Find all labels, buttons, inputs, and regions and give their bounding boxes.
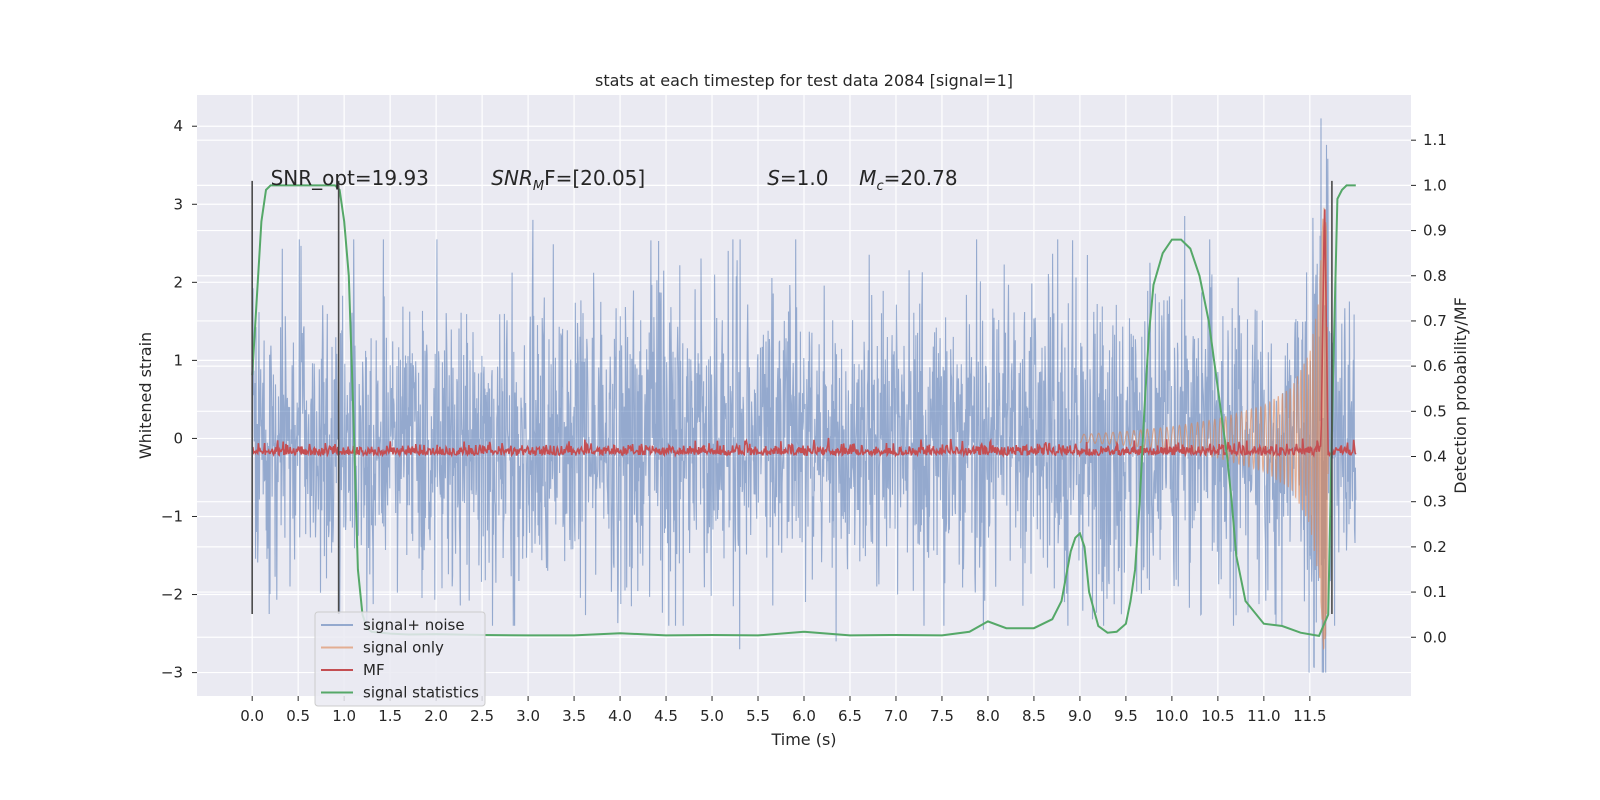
- y-right-tick-label: 0.4: [1423, 448, 1447, 466]
- annotations: SNR_opt=19.93 SNRMF=[20.05] S=1.0 Mc=20.78: [271, 166, 958, 194]
- series-layer: [251, 118, 1357, 673]
- annotation-main: S: [767, 166, 780, 190]
- x-tick-label: 11.5: [1293, 707, 1326, 725]
- x-tick-label: 8.5: [1022, 707, 1046, 725]
- x-tick-label: 6.0: [792, 707, 816, 725]
- annotation-rest: =1.0: [780, 166, 829, 190]
- x-tick-label: 3.0: [516, 707, 540, 725]
- x-tick-label: 10.0: [1155, 707, 1188, 725]
- annotation-main: SNR: [491, 166, 533, 190]
- y-tick-label: −3: [161, 664, 183, 682]
- annotation-text: SNR_opt=19.93: [271, 166, 429, 190]
- y-axis-right-ticks: 1.1 1.0 0.9 0.8 0.7 0.6 0.5 0.4 0.3 0.2 0.1 0.0: [1411, 131, 1447, 646]
- y-right-tick-label: 0.7: [1423, 312, 1447, 330]
- y-right-tick-label: 0.2: [1423, 538, 1447, 556]
- y-tick-label: 2: [173, 273, 183, 291]
- y-axis-right-label: Detection probability/MF: [1451, 297, 1470, 494]
- x-tick-label: 3.5: [562, 707, 586, 725]
- y-axis-ticks: 4 3 2 1 0 −1 −2 −3: [161, 117, 197, 682]
- x-tick-label: 1.5: [378, 707, 402, 725]
- legend-label: signal statistics: [363, 684, 479, 702]
- legend-label: signal only: [363, 639, 444, 657]
- x-tick-label: 10.5: [1201, 707, 1234, 725]
- y-axis-label: Whitened strain: [136, 332, 155, 459]
- x-tick-label: 1.0: [332, 707, 356, 725]
- x-tick-label: 4.5: [654, 707, 678, 725]
- annotation-text: S=1.0: [767, 166, 828, 190]
- x-tick-label: 0.0: [240, 707, 264, 725]
- annotation-rest: F=[20.05]: [544, 166, 645, 190]
- annotation-subscript: M: [533, 179, 544, 194]
- annotation-subscript: c: [876, 179, 883, 194]
- x-tick-label: 6.5: [838, 707, 862, 725]
- y-right-tick-label: 0.0: [1423, 628, 1447, 646]
- legend-label: MF: [363, 661, 385, 679]
- chart-title: stats at each timestep for test data 208…: [595, 71, 1013, 90]
- legend-label: signal+ noise: [363, 616, 465, 634]
- x-tick-label: 4.0: [608, 707, 632, 725]
- y-right-tick-label: 0.5: [1423, 402, 1447, 420]
- y-right-tick-label: 1.0: [1423, 176, 1447, 194]
- x-tick-label: 9.5: [1114, 707, 1138, 725]
- series-signal-plus-noise: [251, 118, 1357, 673]
- x-tick-label: 7.0: [884, 707, 908, 725]
- x-tick-label: 5.5: [746, 707, 770, 725]
- x-axis-ticks: 0.0 0.5 1.0 1.5 2.0 2.5 3.0 3.5 4.0 4.5 5.0 5.5 6.0 6…: [240, 696, 1327, 725]
- x-tick-label: 5.0: [700, 707, 724, 725]
- annotation-main: M: [859, 166, 876, 190]
- y-right-tick-label: 0.6: [1423, 357, 1447, 375]
- x-tick-label: 11.0: [1247, 707, 1280, 725]
- y-tick-label: −1: [161, 507, 183, 525]
- annotation-rest: =20.78: [884, 166, 958, 190]
- x-tick-label: 9.0: [1068, 707, 1092, 725]
- annotation-text: Mc=20.78: [859, 166, 957, 194]
- y-tick-label: −2: [161, 586, 183, 604]
- y-right-tick-label: 0.8: [1423, 267, 1447, 285]
- x-tick-label: 8.0: [976, 707, 1000, 725]
- y-right-tick-label: 0.1: [1423, 583, 1447, 601]
- y-tick-label: 1: [173, 351, 183, 369]
- series-mf: [252, 209, 1357, 459]
- annotation-text: SNRMF=[20.05]: [491, 166, 645, 194]
- legend-box: [314, 611, 486, 707]
- y-right-tick-label: 0.3: [1423, 493, 1447, 511]
- y-right-tick-label: 0.9: [1423, 222, 1447, 240]
- x-axis-label: Time (s): [770, 730, 836, 749]
- vertical-markers: [251, 180, 1333, 615]
- series-signal-only: [1079, 207, 1329, 650]
- y-tick-label: 4: [173, 117, 183, 135]
- series-signal-statistics: [251, 184, 1356, 638]
- x-tick-label: 7.5: [930, 707, 954, 725]
- x-tick-label: 2.5: [470, 707, 494, 725]
- y-tick-label: 0: [173, 429, 183, 447]
- legend: signal+ noise signal only MF signal statist…: [314, 611, 486, 707]
- x-tick-label: 0.5: [286, 707, 310, 725]
- y-right-tick-label: 1.1: [1423, 131, 1447, 149]
- x-tick-label: 2.0: [424, 707, 448, 725]
- y-tick-label: 3: [173, 195, 183, 213]
